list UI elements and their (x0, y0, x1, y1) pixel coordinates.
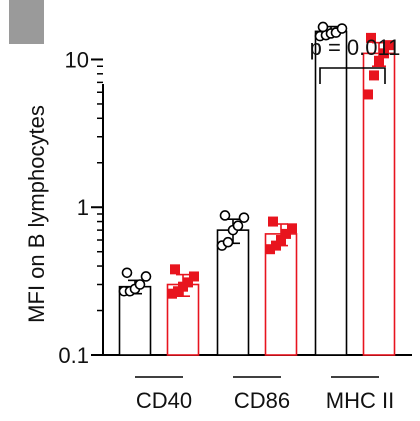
category-label: MHC II (326, 388, 394, 413)
data-point (363, 89, 373, 100)
significance-bracket (319, 67, 386, 84)
data-point (167, 288, 177, 299)
data-point (232, 220, 244, 232)
panel-marker (9, 0, 44, 44)
y-tick-label: 0.1 (58, 343, 89, 368)
y-tick-label: 10 (65, 47, 89, 72)
data-point (379, 48, 389, 59)
data-point (183, 277, 193, 288)
data-point (317, 21, 329, 33)
data-point (238, 212, 250, 223)
data-point (281, 228, 291, 239)
category-label: CD40 (136, 388, 192, 413)
bars (118, 21, 396, 356)
p-value-label: p = 0.011 (310, 35, 401, 60)
data-point (366, 32, 376, 43)
axes: 0.1 1 10 CD40 CD86 MHC II (58, 47, 412, 413)
data-point (189, 271, 199, 282)
data-point (276, 235, 286, 246)
data-point (369, 70, 379, 81)
data-point (170, 264, 180, 275)
data-point (265, 244, 275, 255)
bar (314, 30, 348, 356)
y-tick-label: 1 (77, 195, 89, 220)
data-point (336, 23, 348, 34)
data-point (134, 279, 146, 290)
data-point (374, 55, 384, 66)
annotations: p = 0.011 (310, 35, 401, 84)
data-point (222, 236, 234, 248)
data-point (385, 40, 395, 51)
data-point (271, 240, 281, 251)
bar (118, 285, 152, 356)
data-point (287, 223, 297, 234)
y-axis-label: MFI on B lymphocytes (24, 105, 49, 323)
data-point (140, 271, 152, 282)
data-point (219, 210, 231, 221)
data-point (121, 267, 133, 279)
category-label: CD86 (234, 388, 290, 413)
data-point (268, 216, 278, 227)
